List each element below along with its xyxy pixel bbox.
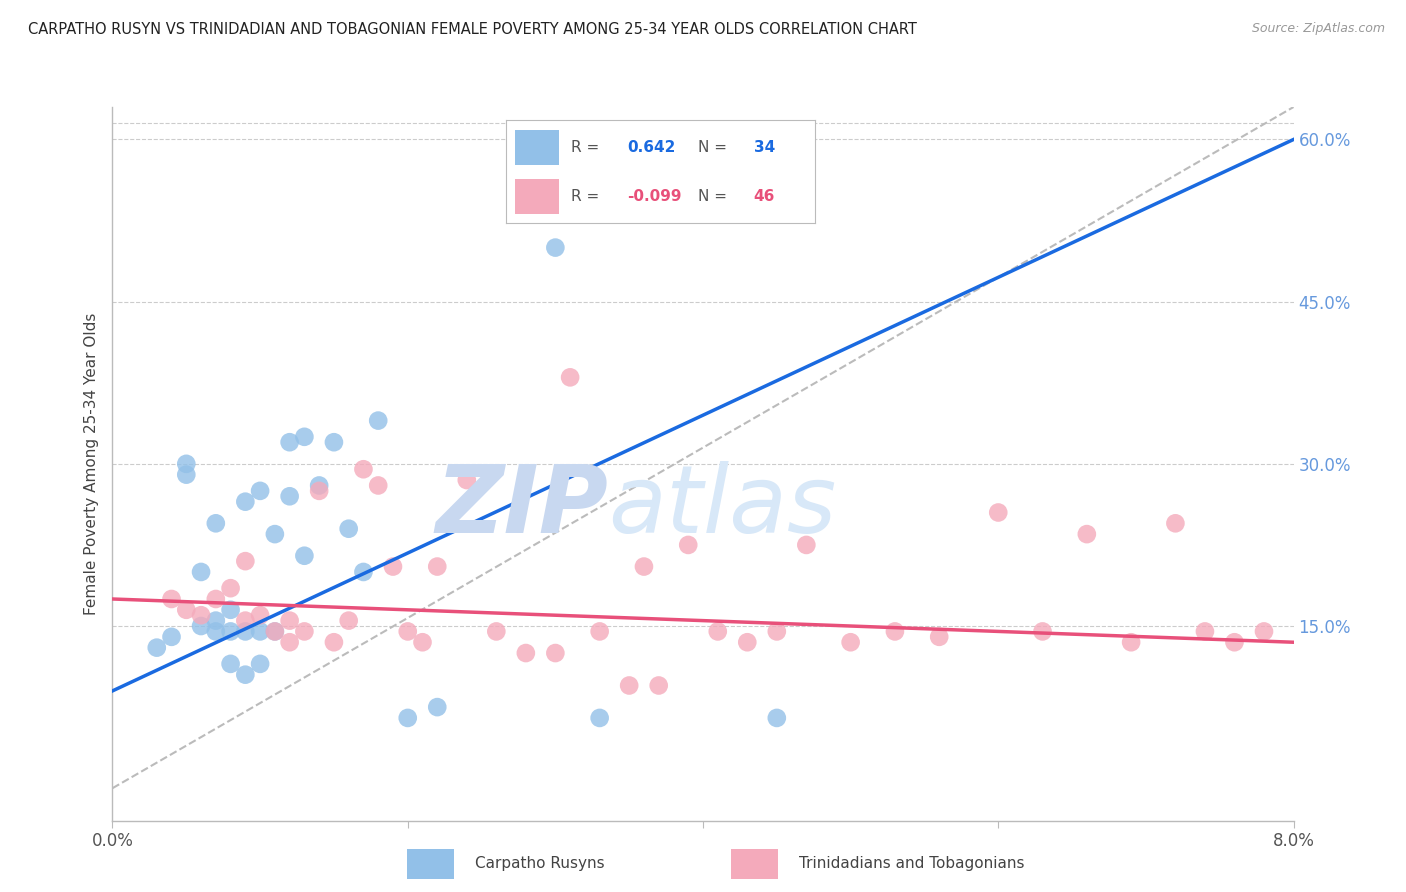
Point [1032,624,1054,639]
Point [456,473,478,487]
Point [190,608,212,623]
Point [765,624,787,639]
Point [308,478,330,492]
Point [337,522,360,536]
Point [337,614,360,628]
Point [323,635,346,649]
Point [1119,635,1142,649]
Text: R =: R = [571,189,605,204]
Point [323,435,346,450]
Point [1164,516,1187,531]
Point [249,608,271,623]
Point [292,624,315,639]
Text: CARPATHO RUSYN VS TRINIDADIAN AND TOBAGONIAN FEMALE POVERTY AMONG 25-34 YEAR OLD: CARPATHO RUSYN VS TRINIDADIAN AND TOBAGO… [28,22,917,37]
Text: R =: R = [571,139,605,154]
Point [205,624,228,639]
Text: Source: ZipAtlas.com: Source: ZipAtlas.com [1251,22,1385,36]
Bar [516,129,558,164]
Text: 0.642: 0.642 [627,139,675,154]
Point [707,624,730,639]
Point [249,483,271,498]
Point [190,565,212,579]
Point [412,635,434,649]
Text: N =: N = [697,139,731,154]
Point [160,630,183,644]
Point [308,483,330,498]
Point [633,559,655,574]
Bar [731,849,779,879]
Point [485,624,508,639]
Point [544,646,567,660]
Point [352,565,374,579]
Point [796,538,818,552]
Point [588,711,610,725]
Point [396,711,419,725]
Point [160,592,183,607]
Point [219,581,242,595]
Point [1223,635,1246,649]
Bar [516,179,558,214]
Text: atlas: atlas [609,461,837,552]
Point [205,614,228,628]
Point [839,635,862,649]
Point [560,370,582,384]
Point [588,624,610,639]
Point [382,559,405,574]
Point [515,646,537,660]
Point [146,640,169,655]
Point [1076,527,1098,541]
Text: N =: N = [697,189,731,204]
Y-axis label: Female Poverty Among 25-34 Year Olds: Female Poverty Among 25-34 Year Olds [83,313,98,615]
Bar [408,849,454,879]
Point [249,657,271,671]
Point [264,624,287,639]
Point [1253,624,1275,639]
Point [278,635,301,649]
Point [367,478,389,492]
Point [426,559,449,574]
Point [619,678,641,692]
Point [219,657,242,671]
Text: Trinidadians and Tobagonians: Trinidadians and Tobagonians [799,855,1024,871]
Point [233,554,256,568]
Point [426,700,449,714]
Point [278,435,301,450]
Point [928,630,950,644]
Point [190,619,212,633]
Point [174,603,197,617]
Point [233,614,256,628]
Point [264,624,287,639]
Point [647,678,671,692]
Point [278,614,301,628]
Text: ZIP: ZIP [436,460,609,553]
Text: 46: 46 [754,189,775,204]
Point [544,241,567,255]
Point [1194,624,1216,639]
Point [678,538,700,552]
Point [352,462,374,476]
Text: -0.099: -0.099 [627,189,682,204]
Point [205,592,228,607]
Point [278,489,301,503]
Point [233,624,256,639]
Point [174,467,197,482]
Point [205,516,228,531]
Point [249,624,271,639]
Point [219,603,242,617]
Point [292,549,315,563]
Point [987,506,1010,520]
Point [367,414,389,428]
Point [264,527,287,541]
Point [174,457,197,471]
Point [292,430,315,444]
Text: Carpatho Rusyns: Carpatho Rusyns [475,855,605,871]
Point [233,494,256,508]
Point [233,667,256,681]
Point [765,711,787,725]
Point [884,624,907,639]
Point [396,624,419,639]
Text: 34: 34 [754,139,775,154]
Point [737,635,759,649]
Point [219,624,242,639]
